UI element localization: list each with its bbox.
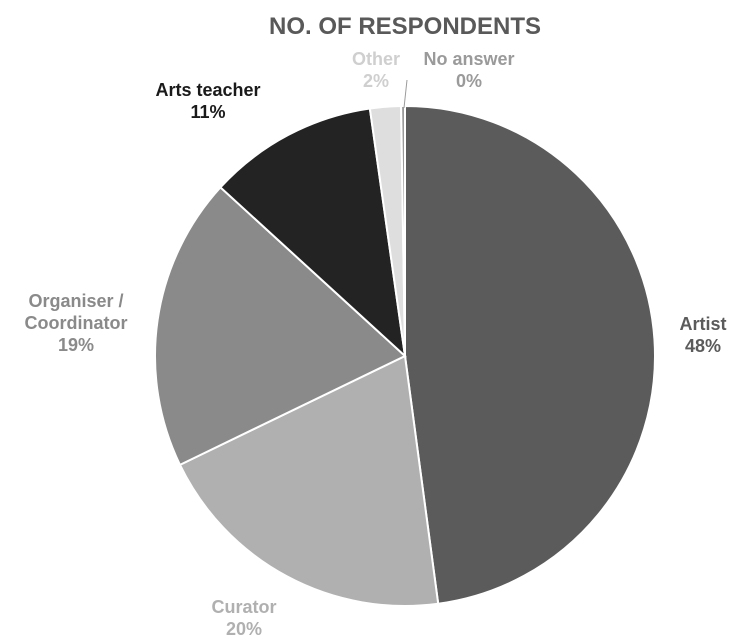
leader-line-no-answer — [403, 79, 408, 109]
slice-label-arts-teacher: Arts teacher 11% — [155, 80, 260, 122]
pie-slice-artist — [404, 104, 656, 605]
pie-slice-organiser-coordinator — [154, 185, 407, 467]
pie-slice-arts-teacher — [219, 107, 407, 359]
slice-label-curator: Curator 20% — [211, 597, 276, 638]
slice-label-artist: Artist 48% — [679, 314, 726, 356]
slice-label-other: Other 2% — [352, 49, 400, 91]
chart-title: NO. OF RESPONDENTS — [269, 13, 541, 40]
slice-label-organiser-coordinator: Organiser / Coordinator 19% — [25, 291, 128, 355]
pie-slice-curator — [178, 354, 440, 607]
pie-slice-no-answer — [400, 104, 406, 357]
slice-labels: Artist 48% Curator 20% Organiser / Coordinato… — [25, 49, 727, 638]
pie-slices — [154, 104, 656, 607]
slice-label-no-answer: No answer 0% — [423, 49, 514, 91]
